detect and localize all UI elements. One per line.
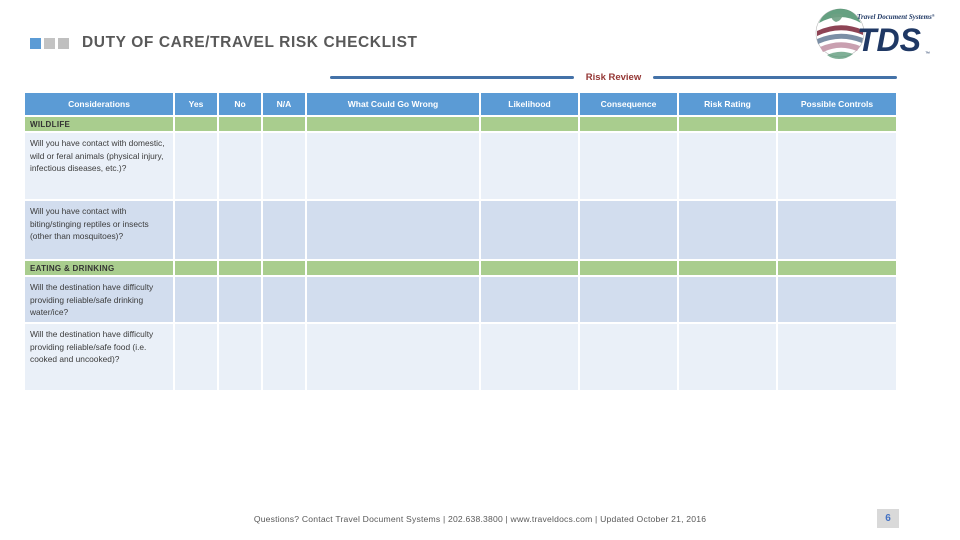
cell-na[interactable] [263, 277, 305, 322]
logo-tagline: Travel Document Systems [857, 13, 932, 21]
column-header-no: No [219, 93, 261, 115]
section-cell [679, 261, 776, 275]
cell-consequence[interactable] [580, 324, 677, 390]
cell-yes[interactable] [175, 133, 217, 199]
cell-yes[interactable] [175, 277, 217, 322]
column-header-yes: Yes [175, 93, 217, 115]
cell-yes[interactable] [175, 324, 217, 390]
title-bullet-square-icon [30, 37, 41, 49]
page-title: DUTY OF CARE/TRAVEL RISK CHECKLIST [82, 34, 418, 51]
footer-contact-info: Questions? Contact Travel Document Syste… [253, 514, 707, 524]
cell-risk-rating[interactable] [679, 201, 776, 259]
cell-likelihood[interactable] [481, 324, 578, 390]
title-bullet-square-icon [58, 37, 69, 49]
cell-likelihood[interactable] [481, 277, 578, 322]
svg-text:Travel Document Systems®: Travel Document Systems® [857, 13, 935, 21]
section-cell [175, 261, 217, 275]
section-cell [778, 117, 896, 131]
column-header-consequence: Consequence [580, 93, 677, 115]
column-header-risk-rating: Risk Rating [679, 93, 776, 115]
page-number-badge: 6 [877, 509, 899, 528]
question-food: Will the destination have difficulty pro… [25, 324, 173, 390]
cell-risk-rating[interactable] [679, 277, 776, 322]
cell-what-could-go-wrong[interactable] [307, 133, 479, 199]
section-header-eating-drinking: EATING & DRINKING [25, 261, 173, 275]
cell-possible-controls[interactable] [778, 277, 896, 322]
question-reptiles-insects: Will you have contact with biting/stingi… [25, 201, 173, 259]
section-header-wildlife: WILDLIFE [25, 117, 173, 131]
section-cell [778, 261, 896, 275]
column-header-considerations: Considerations [25, 93, 173, 115]
cell-possible-controls[interactable] [778, 324, 896, 390]
section-cell [679, 117, 776, 131]
cell-possible-controls[interactable] [778, 201, 896, 259]
cell-no[interactable] [219, 324, 261, 390]
globe-icon: Travel Document Systems® TDS ™ [815, 8, 935, 59]
column-header-possible-controls: Possible Controls [778, 93, 896, 115]
cell-no[interactable] [219, 201, 261, 259]
cell-consequence[interactable] [580, 133, 677, 199]
cell-possible-controls[interactable] [778, 133, 896, 199]
divider-line-right [653, 76, 898, 79]
section-cell [481, 117, 578, 131]
title-bullet-square-icon [44, 37, 55, 49]
section-cell [219, 261, 261, 275]
cell-consequence[interactable] [580, 277, 677, 322]
section-cell [263, 117, 305, 131]
cell-likelihood[interactable] [481, 201, 578, 259]
cell-risk-rating[interactable] [679, 133, 776, 199]
risk-checklist-table: Considerations Yes No N/A What Could Go … [25, 93, 896, 390]
cell-risk-rating[interactable] [679, 324, 776, 390]
section-cell [307, 261, 479, 275]
cell-consequence[interactable] [580, 201, 677, 259]
section-cell [263, 261, 305, 275]
logo-brand: TDS [857, 22, 922, 58]
question-animals: Will you have contact with domestic, wil… [25, 133, 173, 199]
cell-what-could-go-wrong[interactable] [307, 201, 479, 259]
cell-no[interactable] [219, 133, 261, 199]
column-header-what-could-go-wrong: What Could Go Wrong [307, 93, 479, 115]
title-block: DUTY OF CARE/TRAVEL RISK CHECKLIST [30, 34, 418, 52]
svg-text:™: ™ [925, 51, 930, 57]
section-cell [580, 261, 677, 275]
risk-review-divider: Risk Review [330, 72, 898, 83]
risk-review-label: Risk Review [585, 72, 642, 83]
divider-line-left [330, 76, 574, 79]
cell-what-could-go-wrong[interactable] [307, 277, 479, 322]
cell-na[interactable] [263, 324, 305, 390]
section-cell [307, 117, 479, 131]
cell-na[interactable] [263, 201, 305, 259]
tds-logo: Travel Document Systems® TDS ™ [813, 3, 938, 63]
section-cell [175, 117, 217, 131]
column-header-na: N/A [263, 93, 305, 115]
section-cell [219, 117, 261, 131]
section-cell [481, 261, 578, 275]
section-cell [580, 117, 677, 131]
question-drinking-water: Will the destination have difficulty pro… [25, 277, 173, 322]
cell-what-could-go-wrong[interactable] [307, 324, 479, 390]
column-header-likelihood: Likelihood [481, 93, 578, 115]
cell-no[interactable] [219, 277, 261, 322]
cell-yes[interactable] [175, 201, 217, 259]
cell-na[interactable] [263, 133, 305, 199]
cell-likelihood[interactable] [481, 133, 578, 199]
